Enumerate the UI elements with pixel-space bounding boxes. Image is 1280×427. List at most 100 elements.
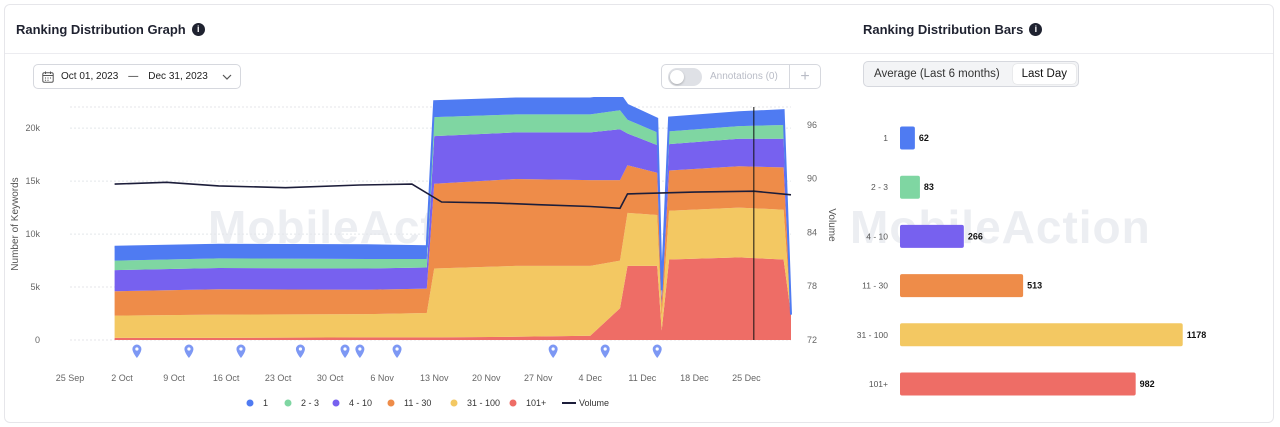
start-date: Oct 01, 2023 [61, 71, 119, 82]
y2-tick-label: 96 [807, 120, 817, 130]
x-tick-label: 20 Nov [472, 373, 501, 383]
bar [900, 224, 964, 248]
date-separator: — [128, 71, 139, 82]
legend-swatch [284, 399, 292, 407]
annotation-pin-dot [239, 347, 243, 351]
area-series-r4_10 [114, 129, 792, 315]
volume-line [114, 181, 792, 210]
area-series-r31_100 [114, 207, 792, 338]
annotation-pin-dot [655, 347, 659, 351]
y2-tick-label: 72 [807, 335, 817, 345]
area-top-line [114, 97, 792, 315]
bar-category-label: 1 [883, 133, 888, 143]
area-series-r2_3 [114, 110, 792, 315]
annotation-pin-dot [343, 347, 347, 351]
bar-value-label: 62 [919, 133, 929, 143]
x-tick-label: 18 Dec [680, 373, 709, 383]
info-icon[interactable]: i [1029, 23, 1043, 37]
annotations-control: Annotations (0) + [661, 64, 821, 89]
legend-swatch [332, 399, 340, 407]
info-icon[interactable]: i [191, 23, 205, 37]
legend-label: 1 [263, 398, 268, 408]
y-axis-title: Number of Keywords [10, 177, 21, 270]
area-series-r101 [114, 257, 792, 340]
bar-value-label: 982 [1140, 379, 1155, 389]
end-date: Dec 31, 2023 [148, 71, 208, 82]
bar-category-label: 4 - 10 [866, 231, 888, 241]
legend-swatch [246, 399, 254, 407]
x-tick-label: 9 Oct [163, 373, 185, 383]
x-tick-label: 23 Oct [265, 373, 292, 383]
legend-swatch [450, 399, 458, 407]
annotation-pin-icon [132, 344, 142, 358]
y-tick-label: 0 [35, 335, 40, 345]
annotation-pin-dot [395, 347, 399, 351]
area-series-r1 [114, 97, 791, 315]
annotation-pin-dot [187, 347, 191, 351]
x-tick-label: 4 Dec [579, 373, 603, 383]
y-tick-label: 10k [25, 229, 40, 239]
bar-value-label: 513 [1027, 281, 1042, 291]
y-tick-label: 5k [30, 282, 40, 292]
y-tick-label: 20k [25, 123, 40, 133]
annotation-pin-icon [652, 344, 662, 358]
annotation-pin-icon [392, 344, 402, 358]
legend-label: 31 - 100 [467, 398, 500, 408]
x-tick-label: 30 Oct [317, 373, 344, 383]
x-tick-label: 13 Nov [420, 373, 449, 383]
date-range-picker[interactable]: Oct 01, 2023 — Dec 31, 2023 [33, 64, 241, 89]
y-tick-label: 15k [25, 176, 40, 186]
bar-value-label: 1178 [1187, 330, 1207, 340]
bar [900, 126, 915, 150]
bar-value-label: 83 [924, 182, 934, 192]
legend-label: 4 - 10 [349, 398, 372, 408]
annotation-pin-dot [135, 347, 139, 351]
x-tick-label: 25 Dec [732, 373, 761, 383]
annotation-pin-icon [340, 344, 350, 358]
annotation-pin-dot [298, 347, 303, 351]
legend-label: 2 - 3 [301, 398, 319, 408]
annotations-separator [789, 65, 790, 88]
legend-label: 101+ [526, 398, 546, 408]
legend-label: 11 - 30 [404, 398, 431, 408]
y2-tick-label: 90 [807, 174, 817, 184]
y2-tick-label: 84 [807, 227, 817, 237]
y2-tick-label: 78 [807, 281, 817, 291]
bar-category-label: 2 - 3 [871, 182, 888, 192]
left-panel-title-text: Ranking Distribution Graph [16, 22, 186, 37]
annotation-pin-dot [358, 347, 362, 351]
watermark-right-text: MobileAction [850, 201, 1151, 253]
tab-average-last-6-months[interactable]: Average (Last 6 months) [874, 68, 1000, 80]
x-tick-label: 11 Dec [628, 373, 656, 383]
left-panel-title: Ranking Distribution Graph i [16, 22, 205, 37]
bar [900, 323, 1183, 347]
tab-last-day[interactable]: Last Day [1012, 64, 1076, 84]
legend-swatch [509, 399, 517, 407]
right-header-divider [833, 53, 1273, 54]
annotation-pin-icon [184, 344, 194, 358]
bars-period-tabs: Average (Last 6 months) Last Day [863, 61, 1079, 87]
x-tick-label: 25 Sep [56, 373, 85, 383]
bar-category-label: 31 - 100 [857, 330, 888, 340]
annotation-pin-icon [548, 344, 558, 358]
bar [900, 372, 1136, 396]
bar-category-label: 11 - 30 [862, 281, 888, 291]
right-panel-title-text: Ranking Distribution Bars [863, 22, 1024, 37]
bar [900, 274, 1024, 298]
legend-swatch [387, 399, 395, 407]
add-annotation-button[interactable]: + [800, 67, 810, 85]
x-tick-label: 16 Oct [213, 373, 240, 383]
bar [900, 175, 920, 199]
annotations-label: Annotations (0) [710, 71, 778, 82]
ranking-distribution-graph: 0 5k 10k 15k 20k 72 78 84 90 96 Number of Keywords… [10, 97, 837, 408]
annotations-toggle[interactable] [668, 67, 702, 86]
toggle-knob [670, 69, 684, 84]
watermark-right: MobileAction [850, 200, 1151, 254]
y2-axis-title: Volume [826, 208, 837, 242]
annotation-pin-dot [603, 347, 607, 351]
annotation-pin-icon [295, 344, 305, 358]
x-tick-label: 2 Oct [111, 373, 133, 383]
x-tick-label: 6 Nov [370, 373, 394, 383]
annotation-pin-icon [236, 344, 246, 358]
annotation-pin-dot [551, 347, 555, 351]
